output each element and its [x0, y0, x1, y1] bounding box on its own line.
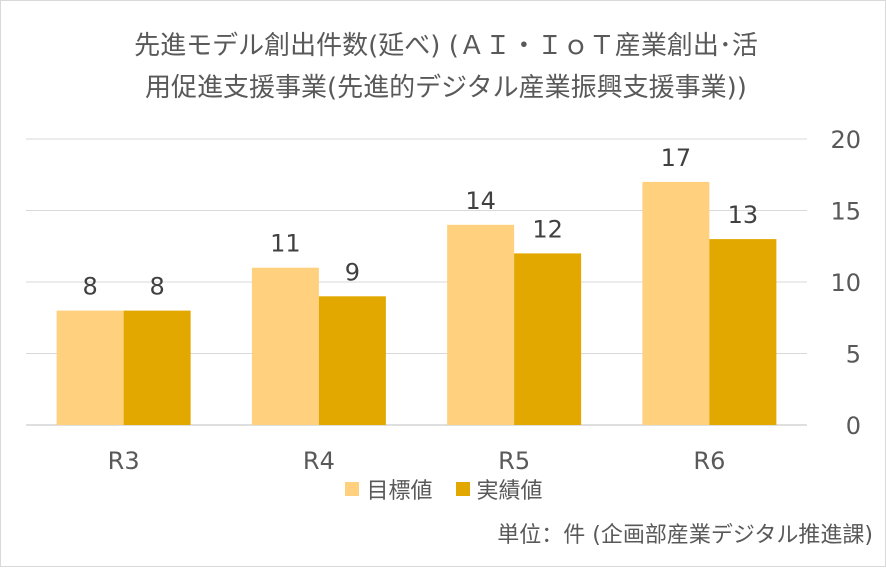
legend-label-actual: 実績値	[476, 479, 543, 504]
data-label: 8	[82, 273, 97, 301]
bar-target	[642, 181, 710, 425]
legend-swatch-actual	[455, 482, 470, 496]
data-label: 11	[270, 230, 301, 258]
bar-target	[447, 224, 515, 425]
legend-item-actual: 実績値	[455, 473, 543, 505]
bar-actual	[123, 310, 191, 425]
legend-item-target: 目標値	[345, 473, 433, 505]
unit-note: 単位：件 (企画部産業デジタル推進課)	[497, 523, 873, 548]
legend-label-target: 目標値	[366, 479, 433, 504]
data-label: 8	[149, 273, 164, 301]
bar-target	[251, 267, 319, 425]
data-label: 12	[532, 215, 563, 243]
y-tick-label: 15	[830, 198, 861, 226]
y-tick-label: 5	[846, 341, 861, 369]
y-tick-label: 20	[830, 126, 861, 154]
bar-actual	[514, 253, 582, 425]
bar-actual	[709, 239, 777, 425]
chart-title-line-2: 用促進支援事業(先進的デジタル産業振興支援事業))	[145, 73, 747, 103]
data-label: 14	[465, 187, 496, 215]
chart-title-line-1: 先進モデル創出件数(延べ) (ＡＩ・ＩｏＴ産業創出･活	[134, 31, 758, 61]
x-tick-label: R5	[498, 447, 530, 475]
legend-swatch-target	[345, 482, 360, 496]
y-tick-label: 10	[830, 269, 861, 297]
data-label: 9	[345, 258, 360, 286]
data-label: 17	[661, 144, 692, 172]
x-tick-label: R6	[693, 447, 725, 475]
data-label: 13	[728, 201, 759, 229]
legend: 目標値 実績値	[1, 473, 886, 505]
bar-actual	[318, 296, 386, 425]
x-tick-label: R4	[303, 447, 335, 475]
y-tick-label: 0	[846, 412, 861, 440]
bar-target	[56, 310, 124, 425]
chart-title: 先進モデル創出件数(延べ) (ＡＩ・ＩｏＴ産業創出･活 用促進支援事業(先進的デ…	[61, 25, 831, 109]
x-tick-label: R3	[108, 447, 140, 475]
